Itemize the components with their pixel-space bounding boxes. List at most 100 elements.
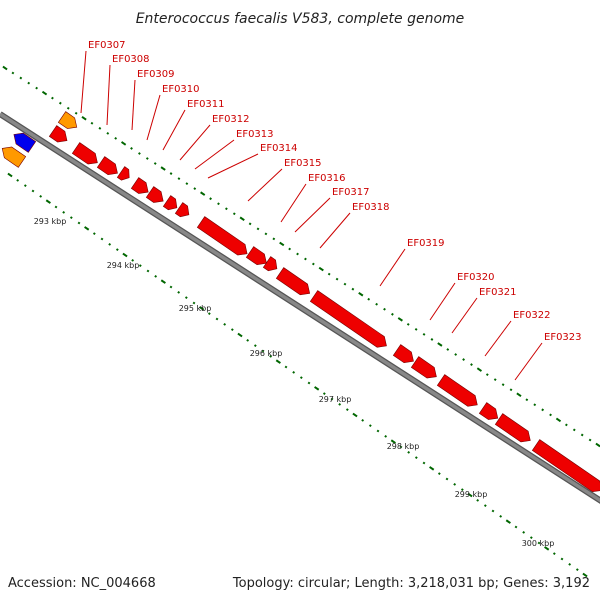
outer-tick xyxy=(318,266,324,272)
outer-tick xyxy=(493,378,497,382)
inner-tick xyxy=(361,418,365,422)
outer-tick xyxy=(248,222,252,226)
inner-tick xyxy=(352,412,358,418)
outer-tick xyxy=(41,90,48,96)
outer-tick xyxy=(470,363,473,366)
outer-tick xyxy=(311,262,315,266)
gene-label: EF0308 xyxy=(112,54,150,65)
outer-tick xyxy=(397,317,403,322)
gene-leader-line xyxy=(131,79,136,131)
map-layer: EF0307 EF0308 EF0309 EF0310 EF0311 EF0312 EF03… xyxy=(0,40,600,578)
outer-tick xyxy=(160,166,166,171)
outer-tick xyxy=(391,312,394,316)
genome-backbone-highlight xyxy=(0,112,600,503)
gene-leader-line xyxy=(106,64,111,126)
outer-tick xyxy=(437,342,443,347)
gene-leader-line xyxy=(484,320,512,357)
gene-label: EF0320 xyxy=(457,272,495,283)
gene-label: EF0316 xyxy=(308,173,346,184)
inner-tick xyxy=(345,408,349,412)
inner-tick xyxy=(330,397,334,401)
outer-tick xyxy=(11,71,15,75)
inner-tick xyxy=(407,450,411,454)
outer-tick xyxy=(120,141,127,146)
genome-summary-text: Topology: circular; Length: 3,218,031 bp… xyxy=(232,576,590,591)
inner-tick xyxy=(199,306,205,311)
outer-tick xyxy=(422,333,426,336)
gene-leader-line xyxy=(294,197,331,233)
gene-label: EF0313 xyxy=(236,129,274,140)
inner-tick xyxy=(77,221,81,225)
gene-arrow-forward xyxy=(116,166,130,181)
inner-tick xyxy=(138,264,142,268)
inner-tick xyxy=(230,328,234,332)
outer-tick xyxy=(145,157,149,160)
gene-arrow-forward xyxy=(494,413,531,443)
outer-tick xyxy=(516,392,522,397)
gene-label: EF0321 xyxy=(479,287,517,298)
outer-tick xyxy=(106,131,110,135)
gene-leader-line xyxy=(429,282,456,321)
inner-tick xyxy=(575,568,579,572)
outer-tick xyxy=(272,237,276,241)
outer-tick xyxy=(193,187,197,191)
inner-tick xyxy=(84,226,90,231)
gene-arrow-forward xyxy=(71,142,98,165)
kbp-tick-label: 294 kbp xyxy=(107,261,140,270)
inner-tick xyxy=(146,269,150,273)
inner-tick xyxy=(284,365,288,369)
inner-tick xyxy=(108,242,112,246)
gene-label: EF0318 xyxy=(352,202,390,213)
inner-tick xyxy=(429,466,435,471)
outer-tick xyxy=(343,282,347,286)
inner-tick xyxy=(384,434,388,438)
inner-tick xyxy=(223,322,227,326)
inner-tick xyxy=(529,536,533,540)
gene-label: EF0314 xyxy=(260,143,298,154)
inner-tick xyxy=(560,557,564,561)
outer-tick xyxy=(288,247,292,251)
outer-tick xyxy=(58,101,62,105)
inner-tick xyxy=(491,509,495,513)
gene-leader-line xyxy=(162,109,186,151)
outer-tick xyxy=(595,442,600,448)
inner-tick xyxy=(246,338,250,342)
outer-tick xyxy=(430,338,434,341)
inner-tick xyxy=(499,514,503,518)
inner-tick xyxy=(69,216,73,220)
gene-arrow-forward xyxy=(162,195,178,211)
gene-arrow-forward xyxy=(436,374,478,407)
gene-arrow-forward xyxy=(275,267,311,296)
inner-tick xyxy=(23,184,27,188)
gene-arrow-forward xyxy=(196,216,248,256)
outer-tick xyxy=(51,96,54,100)
kbp-tick-label: 295 kbp xyxy=(179,304,212,313)
inner-tick xyxy=(399,445,403,449)
inner-tick xyxy=(62,210,66,214)
inner-tick xyxy=(253,344,257,348)
outer-tick xyxy=(509,388,513,392)
outer-tick xyxy=(476,367,483,372)
gene-leader-line xyxy=(80,50,87,114)
outer-tick xyxy=(454,353,458,356)
inner-tick xyxy=(177,290,181,294)
gene-arrow-forward xyxy=(392,344,414,364)
gene-label: EF0312 xyxy=(212,114,250,125)
inner-tick xyxy=(467,492,473,498)
outer-tick xyxy=(138,152,141,155)
outer-tick xyxy=(224,207,228,211)
inner-tick xyxy=(445,477,449,481)
outer-tick xyxy=(525,398,529,402)
gene-label: EF0315 xyxy=(284,158,322,169)
outer-tick xyxy=(367,297,371,301)
inner-tick xyxy=(453,482,457,486)
gene-label: EF0319 xyxy=(407,238,445,249)
outer-tick xyxy=(209,197,212,201)
gene-leader-line xyxy=(247,168,283,202)
outer-tick xyxy=(446,348,450,351)
inner-tick xyxy=(505,519,511,524)
outer-tick xyxy=(541,408,545,412)
gene-leader-line xyxy=(207,153,259,179)
gene-label: EF0310 xyxy=(162,84,200,95)
inner-tick xyxy=(237,332,243,338)
